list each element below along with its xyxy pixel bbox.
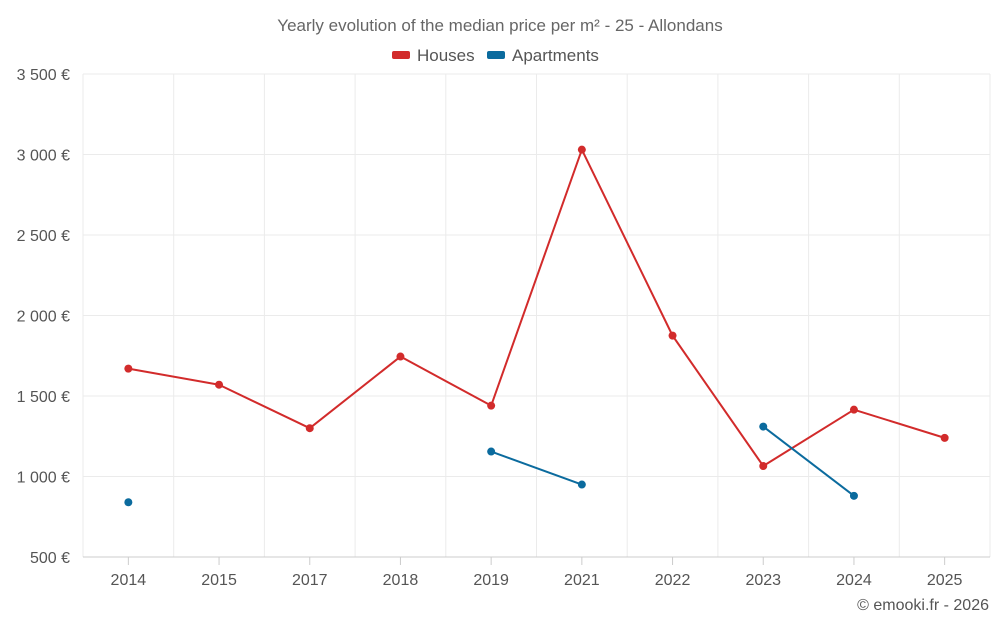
legend-item-apartments[interactable]: Apartments (487, 46, 599, 65)
data-point-houses[interactable] (396, 352, 405, 361)
series-line-houses (128, 148, 945, 468)
legend-swatch-apartments (487, 51, 505, 59)
series-apartments (124, 422, 858, 507)
data-point-houses[interactable] (487, 401, 496, 410)
x-tick-label: 2021 (564, 572, 600, 589)
legend-item-houses[interactable]: Houses (392, 46, 475, 65)
y-tick-label: 500 € (30, 550, 70, 567)
data-point-apartments[interactable] (849, 491, 858, 500)
data-point-houses[interactable] (305, 424, 314, 433)
y-tick-label: 1 500 € (17, 389, 70, 406)
chart-title: Yearly evolution of the median price per… (277, 16, 722, 35)
data-point-apartments[interactable] (577, 480, 586, 489)
legend-label-apartments: Apartments (512, 46, 599, 65)
y-tick-label: 2 000 € (17, 309, 70, 326)
series-line-apartments (762, 425, 855, 497)
x-tick-label: 2015 (201, 572, 237, 589)
legend: Houses Apartments (392, 46, 599, 65)
y-tick-label: 3 500 € (17, 67, 70, 84)
data-point-houses[interactable] (668, 331, 677, 340)
x-tick-label: 2024 (836, 572, 872, 589)
data-point-apartments[interactable] (124, 498, 133, 507)
x-tick-label: 2014 (111, 572, 147, 589)
x-tick-label: 2025 (927, 572, 963, 589)
data-point-houses[interactable] (940, 433, 949, 442)
legend-label-houses: Houses (417, 46, 475, 65)
data-point-apartments[interactable] (759, 422, 768, 431)
y-tick-label: 2 500 € (17, 228, 70, 245)
data-point-apartments[interactable] (487, 447, 496, 456)
credit-text: © emooki.fr - 2026 (857, 597, 989, 614)
y-axis: 500 € 1 000 € 1 500 € 2 000 € 2 500 € 3 000 €… (17, 67, 70, 567)
y-tick-label: 3 000 € (17, 148, 70, 165)
data-point-houses[interactable] (124, 364, 133, 373)
data-point-houses[interactable] (577, 145, 586, 154)
data-point-houses[interactable] (759, 462, 768, 471)
x-tick-label: 2019 (473, 572, 509, 589)
data-point-houses[interactable] (849, 405, 858, 414)
data-point-houses[interactable] (215, 380, 224, 389)
x-tick-label: 2023 (745, 572, 781, 589)
grid (82, 73, 991, 557)
series (124, 145, 949, 507)
series-houses (124, 145, 949, 471)
x-tick-label: 2018 (383, 572, 419, 589)
series-line-apartments (490, 450, 583, 486)
x-tick-label: 2022 (655, 572, 691, 589)
x-axis: 2014 2015 2017 2018 2019 2021 2022 2023 2024 2025 (83, 556, 990, 589)
legend-swatch-houses (392, 51, 410, 59)
y-tick-label: 1 000 € (17, 470, 70, 487)
x-tick-label: 2017 (292, 572, 328, 589)
